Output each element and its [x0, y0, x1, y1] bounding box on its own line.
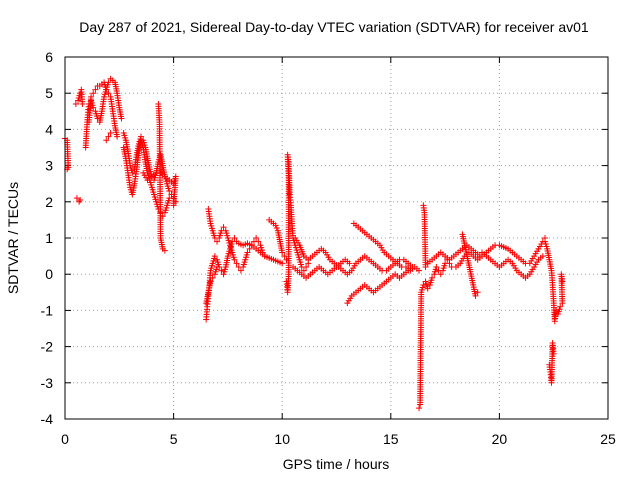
y-axis-label: SDTVAR / TECUs: [5, 182, 21, 294]
data-point: [103, 86, 110, 93]
data-point: [209, 274, 216, 281]
data-point: [409, 263, 416, 270]
data-point: [259, 249, 266, 256]
data-point: [214, 263, 221, 270]
x-tick-label: 10: [274, 431, 290, 447]
data-point: [474, 289, 481, 296]
data-point: [253, 235, 260, 241]
data-point: [77, 90, 84, 97]
chart-title: Day 287 of 2021, Sidereal Day-to-day VTE…: [79, 19, 589, 35]
data-point: [211, 253, 218, 260]
data-point: [90, 90, 97, 97]
data-point: [303, 263, 310, 270]
data-point: [231, 235, 238, 241]
y-tick-label: 6: [45, 49, 53, 65]
data-point: [246, 245, 253, 252]
data-point: [300, 267, 307, 274]
x-axis-label: GPS time / hours: [283, 456, 390, 472]
y-tick-label: -1: [41, 302, 54, 318]
data-point: [552, 307, 559, 314]
data-point: [255, 238, 262, 245]
data-point: [550, 350, 557, 357]
data-point: [220, 224, 227, 231]
y-tick-label: -2: [41, 339, 54, 355]
data-point: [105, 90, 112, 97]
data-points: [62, 75, 566, 412]
data-point: [422, 263, 429, 270]
data-point: [207, 278, 214, 285]
data-point: [346, 260, 353, 267]
data-point: [231, 256, 238, 263]
data-point: [79, 101, 86, 108]
data-point: [244, 249, 251, 256]
data-point: [539, 253, 546, 260]
y-tick-label: 4: [45, 121, 53, 137]
plot-frame: [64, 56, 609, 420]
data-point: [557, 303, 564, 310]
data-point: [77, 196, 84, 203]
y-tick-label: 1: [45, 230, 53, 246]
x-tick-label: 25: [600, 431, 616, 447]
data-point: [437, 271, 444, 278]
data-point: [94, 115, 101, 122]
data-point: [272, 222, 279, 229]
data-point: [233, 260, 240, 267]
x-tick-label: 0: [61, 431, 69, 447]
data-point: [416, 405, 423, 412]
data-point: [433, 263, 440, 270]
data-point: [166, 187, 173, 194]
data-point: [114, 133, 121, 140]
data-point: [237, 267, 244, 274]
data-point: [218, 267, 225, 274]
x-tick-labels: 0 5 10 15 20 25: [61, 431, 616, 447]
data-point: [472, 292, 479, 299]
axis-ticks: [64, 56, 609, 420]
y-tick-label: 2: [45, 194, 53, 210]
data-point: [105, 133, 112, 140]
y-tick-label: -4: [41, 411, 54, 427]
data-point: [416, 267, 423, 274]
data-point: [170, 202, 177, 209]
x-tick-label: 5: [170, 431, 178, 447]
data-point: [420, 282, 427, 289]
data-point: [559, 278, 566, 285]
data-point: [248, 242, 255, 249]
data-point: [261, 253, 268, 260]
data-point: [92, 86, 99, 93]
grid-lines: [65, 57, 608, 419]
data-point: [424, 285, 431, 292]
x-tick-label: 20: [492, 431, 508, 447]
y-tick-label: 0: [45, 266, 53, 282]
y-tick-label: -3: [41, 375, 54, 391]
data-point: [161, 247, 168, 254]
data-point: [107, 130, 114, 137]
data-point: [279, 260, 286, 267]
data-point: [118, 115, 125, 122]
data-point: [88, 93, 95, 100]
x-tick-label: 15: [383, 431, 399, 447]
data-point: [72, 101, 79, 108]
data-point: [166, 195, 173, 202]
data-point: [273, 225, 280, 232]
data-point: [73, 195, 80, 202]
data-point: [429, 274, 436, 281]
y-tick-labels: -4 -3 -2 -1 0 1 2 3 4 5 6: [41, 49, 54, 427]
y-tick-label: 5: [45, 85, 53, 101]
data-point: [214, 238, 221, 245]
data-point: [103, 137, 110, 144]
data-point: [279, 249, 286, 256]
y-tick-label: 3: [45, 158, 53, 174]
